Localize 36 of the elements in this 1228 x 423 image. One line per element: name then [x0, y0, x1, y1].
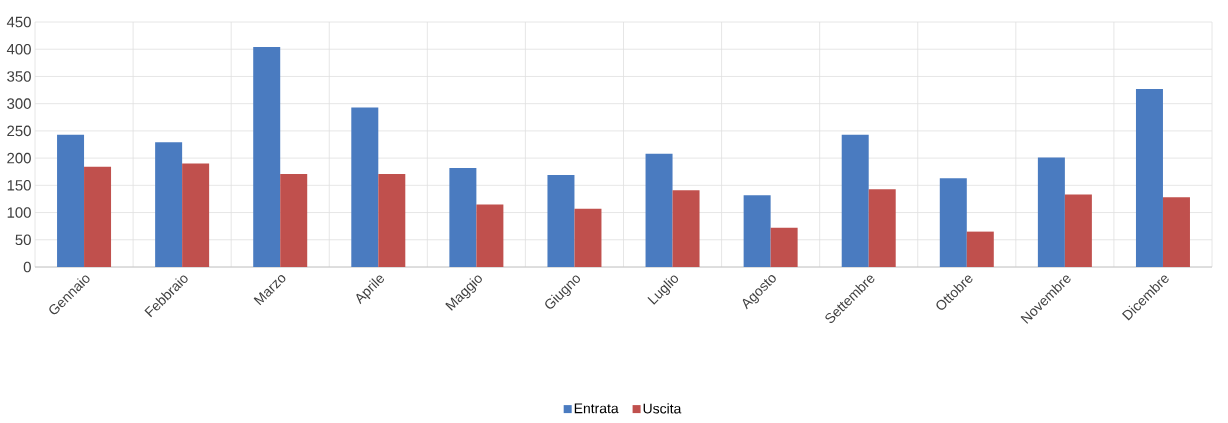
bar — [1064, 194, 1092, 267]
legend-label: Entrata — [574, 403, 619, 414]
bar — [476, 204, 504, 267]
legend-label: Uscita — [643, 403, 682, 414]
y-tick-label: 400 — [6, 43, 31, 55]
bar — [155, 142, 183, 267]
bar — [378, 173, 406, 267]
bar — [547, 174, 575, 267]
bar — [351, 107, 379, 267]
bar — [1135, 88, 1163, 267]
bar — [57, 134, 85, 267]
y-tick-label: 250 — [7, 125, 31, 137]
bar — [253, 47, 281, 267]
bar — [449, 167, 477, 267]
bar — [645, 153, 673, 267]
bar — [939, 178, 967, 267]
bar — [1037, 157, 1065, 267]
bar — [770, 227, 798, 267]
bar — [966, 231, 994, 267]
y-tick-label: 450 — [6, 16, 31, 28]
bar — [868, 189, 896, 267]
bar — [841, 134, 869, 267]
y-tick-label: 50 — [15, 234, 31, 246]
bar — [743, 195, 771, 267]
bar — [574, 208, 602, 267]
bar — [280, 173, 308, 267]
y-tick-label: 150 — [7, 180, 31, 191]
y-tick-label: 100 — [7, 207, 31, 218]
bar — [84, 166, 112, 267]
y-tick-label: 0 — [23, 261, 31, 273]
bar — [672, 190, 700, 267]
y-tick-label: 350 — [7, 71, 31, 82]
y-tick-label: 200 — [7, 152, 31, 164]
bar — [1162, 197, 1190, 267]
bar — [182, 163, 210, 267]
y-tick-label: 300 — [7, 98, 31, 109]
